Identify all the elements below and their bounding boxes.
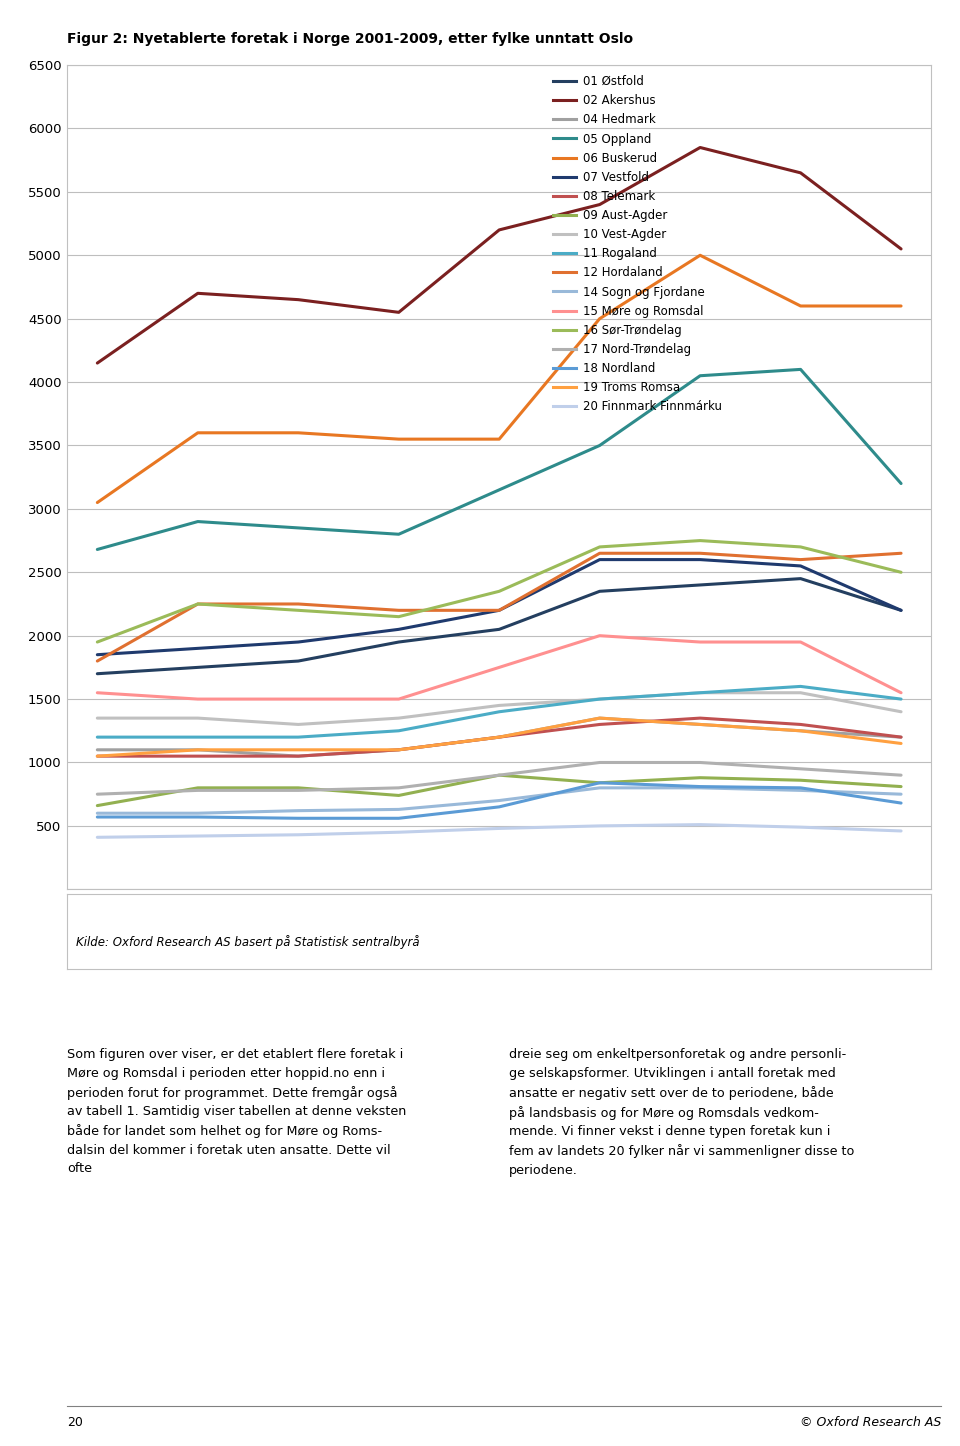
Text: dreie seg om enkeltpersonforetak og andre personli-
ge selskapsformer. Utvikling: dreie seg om enkeltpersonforetak og andr… — [509, 1048, 854, 1177]
Text: Kilde: Oxford Research AS basert på Statistisk sentralbyrå: Kilde: Oxford Research AS basert på Stat… — [76, 936, 420, 950]
Text: 20: 20 — [67, 1417, 84, 1429]
Text: © Oxford Research AS: © Oxford Research AS — [800, 1417, 941, 1429]
Text: Figur 2: Nyetablerte foretak i Norge 2001-2009, etter fylke unntatt Oslo: Figur 2: Nyetablerte foretak i Norge 200… — [67, 32, 634, 46]
Text: Som figuren over viser, er det etablert flere foretak i
Møre og Romsdal i period: Som figuren over viser, er det etablert … — [67, 1048, 407, 1176]
Legend: 01 Østfold, 02 Akershus, 04 Hedmark, 05 Oppland, 06 Buskerud, 07 Vestfold, 08 Te: 01 Østfold, 02 Akershus, 04 Hedmark, 05 … — [553, 75, 722, 414]
